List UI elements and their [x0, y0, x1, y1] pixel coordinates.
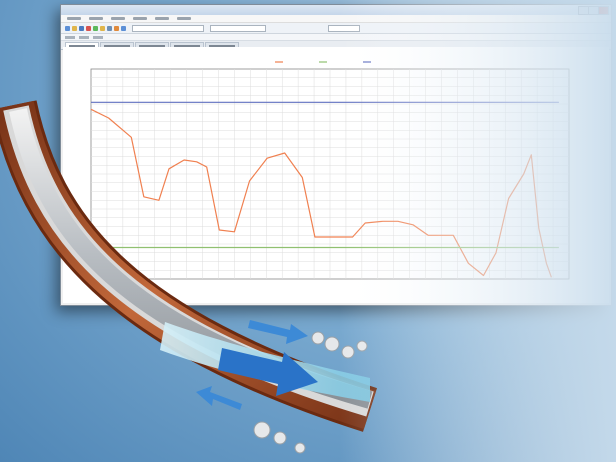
unit-select[interactable]	[210, 24, 266, 32]
export-icon[interactable]	[114, 25, 119, 31]
run-icon[interactable]	[93, 25, 98, 31]
sub-toolbar-item[interactable]	[93, 35, 103, 39]
series-select[interactable]	[132, 24, 204, 32]
particles	[253, 331, 368, 454]
plot-area	[63, 47, 609, 303]
menu-item-window[interactable]	[155, 17, 169, 20]
toolbar	[61, 23, 611, 34]
open-folder-icon[interactable]	[72, 25, 77, 31]
new-file-icon[interactable]	[65, 25, 70, 31]
close-button[interactable]	[598, 6, 609, 15]
secondary-toolbar	[61, 34, 611, 41]
menu-item-view[interactable]	[111, 17, 125, 20]
sub-toolbar-item[interactable]	[65, 35, 75, 39]
flow-arrow-icon	[218, 348, 318, 396]
plot-window	[60, 4, 612, 306]
delete-icon[interactable]	[86, 25, 91, 31]
menu-item-data[interactable]	[133, 17, 147, 20]
menu-item-file[interactable]	[67, 17, 81, 20]
flow-arrow-icon	[248, 320, 308, 344]
line-chart	[90, 61, 570, 280]
menu-item-edit[interactable]	[89, 17, 103, 20]
title-bar	[61, 5, 611, 15]
fluid-channel	[160, 322, 370, 402]
zoom-icon[interactable]	[107, 25, 112, 31]
range-select[interactable]	[328, 24, 360, 32]
chart-icon[interactable]	[100, 25, 105, 31]
menu-item-help[interactable]	[177, 17, 191, 20]
save-icon[interactable]	[79, 25, 84, 31]
flow-arrow-icon	[196, 386, 242, 410]
menu-bar	[61, 15, 611, 23]
sub-toolbar-item[interactable]	[79, 35, 89, 39]
settings-icon[interactable]	[121, 25, 126, 31]
